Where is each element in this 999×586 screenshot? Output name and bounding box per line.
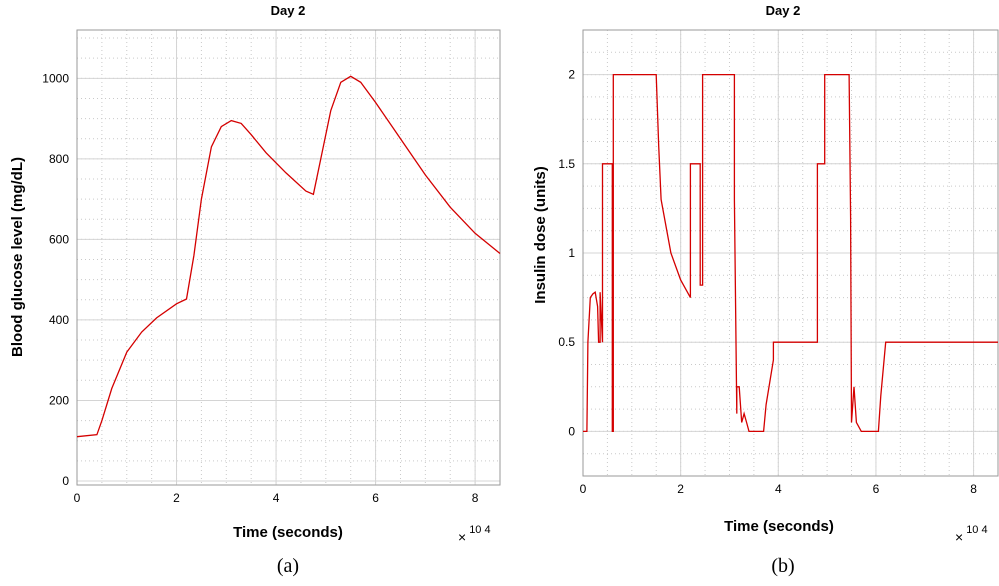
x-tick-label: 0 [580, 482, 587, 496]
chart-a-y-ticks: 0 200 400 600 800 1000 [42, 71, 69, 488]
chart-b-y-ticks: 0 0.5 1 1.5 2 [558, 68, 575, 439]
x-tick-label: 2 [173, 491, 180, 505]
x-tick-label: 6 [873, 482, 880, 496]
y-tick-label: 1 [568, 246, 575, 260]
y-tick-label: 0 [62, 474, 69, 488]
y-tick-label: 200 [49, 393, 69, 407]
chart-a-x-ticks: 0 2 4 6 8 [74, 491, 479, 505]
y-tick-label: 0 [568, 424, 575, 438]
chart-b-grid [582, 29, 999, 477]
y-tick-label: 2 [568, 68, 575, 82]
x-tick-label: 8 [970, 482, 977, 496]
chart-a: Day 2 0 200 400 600 800 1000 0 2 4 6 8 Time (seco… [9, 3, 501, 577]
chart-b-plot-area [582, 29, 999, 477]
chart-b-x-multiplier-text: × 10 4 [955, 524, 988, 545]
y-tick-label: 400 [49, 313, 69, 327]
chart-a-x-multiplier: × 10 4 [458, 524, 491, 545]
x-tick-label: 4 [775, 482, 782, 496]
x-tick-label: 0 [74, 491, 81, 505]
y-tick-label: 800 [49, 152, 69, 166]
chart-a-x-multiplier-text: × 10 4 [458, 524, 491, 545]
chart-a-plot-area [76, 29, 501, 486]
chart-a-grid [76, 30, 501, 485]
y-tick-label: 1.5 [558, 157, 575, 171]
x-tick-label: 8 [472, 491, 479, 505]
chart-b-x-axis-label: Time (seconds) [724, 518, 834, 535]
chart-b: Day 2 0 0.5 1 1.5 2 0 2 4 6 8 Time (seconds) Ins… [532, 3, 999, 577]
chart-a-caption: (a) [277, 555, 299, 577]
chart-b-title: Day 2 [766, 3, 801, 18]
y-tick-label: 1000 [42, 71, 69, 85]
y-tick-label: 0.5 [558, 335, 575, 349]
x-tick-label: 4 [273, 491, 280, 505]
chart-b-series-line [583, 73, 998, 433]
x-tick-label: 2 [677, 482, 684, 496]
chart-a-title: Day 2 [271, 3, 306, 18]
chart-b-caption: (b) [771, 555, 794, 577]
chart-b-y-axis-label: Insulin dose (units) [532, 166, 549, 304]
y-tick-label: 600 [49, 232, 69, 246]
chart-a-x-axis-label: Time (seconds) [233, 524, 343, 541]
chart-b-x-multiplier: × 10 4 [955, 524, 988, 545]
x-tick-label: 6 [372, 491, 379, 505]
chart-a-y-axis-label: Blood glucose level (mg/dL) [9, 157, 26, 357]
chart-b-x-ticks: 0 2 4 6 8 [580, 482, 978, 496]
chart-a-series-line [76, 75, 501, 438]
